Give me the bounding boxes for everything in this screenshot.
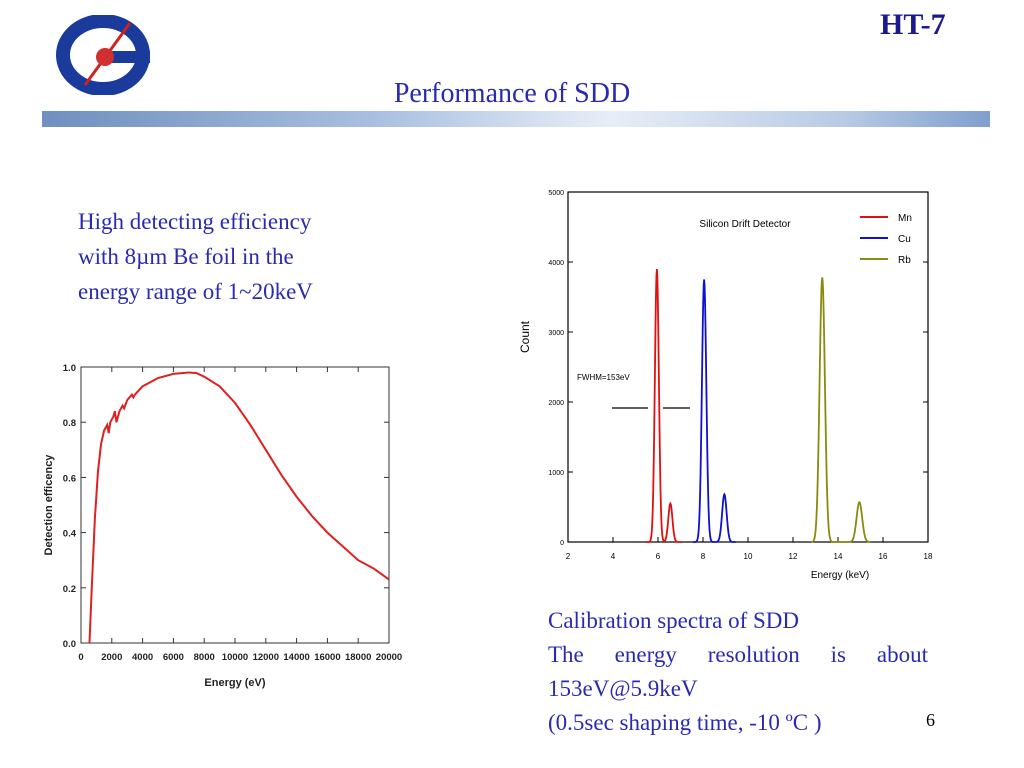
x-axis-label: Energy (eV) xyxy=(204,677,265,689)
spectrum-cu xyxy=(692,279,736,543)
plot-frame xyxy=(80,366,390,644)
legend-label-cu: Cu xyxy=(898,234,911,245)
spectrum-rb xyxy=(810,277,871,543)
y-tick-label: 5000 xyxy=(548,190,564,197)
efficiency-description: High detecting efficiency with 8µm Be fo… xyxy=(78,204,388,309)
header-divider-band xyxy=(42,111,990,127)
text-line: Calibration spectra of SDD xyxy=(548,608,800,633)
x-tick-label: 20000 xyxy=(376,652,402,663)
slide-title: Performance of SDD xyxy=(393,78,631,109)
text-line: with 8µm Be foil in the xyxy=(78,244,294,269)
x-tick-label: 14000 xyxy=(283,652,309,663)
y-tick-label: 4000 xyxy=(548,260,564,267)
y-tick-label: 1.0 xyxy=(63,363,76,374)
y-tick-label: 0.4 xyxy=(63,529,77,540)
text-line: High detecting efficiency xyxy=(78,209,312,234)
y-tick-label: 0.8 xyxy=(63,418,76,429)
fwhm-annotation: FWHM=153eV xyxy=(577,373,630,382)
x-tick-label: 6000 xyxy=(163,652,184,663)
x-tick-label: 4000 xyxy=(132,652,153,663)
y-tick-label: 1000 xyxy=(548,470,564,477)
y-tick-label: 2000 xyxy=(548,400,564,407)
x-tick-label: 16000 xyxy=(314,652,340,663)
x-tick-label: 0 xyxy=(78,652,83,663)
efficiency-curve xyxy=(88,371,390,644)
x-tick-label: 2 xyxy=(566,552,571,561)
efficiency-chart: 0 2000 4000 6000 8000 10000 12000 14000 16000 180… xyxy=(43,363,402,689)
x-tick-label: 6 xyxy=(656,552,661,561)
x-tick-label: 18 xyxy=(924,552,933,561)
y-tick-label: 0.2 xyxy=(63,584,76,595)
y-axis-label: Detection efficency xyxy=(43,454,55,556)
chart-title: Silicon Drift Detector xyxy=(699,219,791,230)
text-line: (0.5sec shaping time, -10 ºC ) xyxy=(548,710,822,735)
x-tick-label: 14 xyxy=(834,552,843,561)
y-tick-label: 0.6 xyxy=(63,473,76,484)
x-tick-label: 2000 xyxy=(101,652,122,663)
x-tick-label: 18000 xyxy=(345,652,371,663)
calibration-description: Calibration spectra of SDD The energy re… xyxy=(548,604,928,740)
x-tick-label: 4 xyxy=(611,552,616,561)
text-line: energy range of 1~20keV xyxy=(78,279,313,304)
x-tick-label: 16 xyxy=(879,552,888,561)
x-tick-label: 10000 xyxy=(222,652,248,663)
legend-label-rb: Rb xyxy=(898,255,911,266)
slide-code: HT-7 xyxy=(880,8,946,41)
legend-label-mn: Mn xyxy=(898,213,912,224)
x-tick-label: 8 xyxy=(701,552,706,561)
text-line: 153eV@5.9keV xyxy=(548,676,698,701)
text-line: The energy resolution is about xyxy=(548,642,928,667)
spectra-chart: 2 4 6 8 10 12 14 16 18 0 1000 2000 3000 4000 5000 Energ… xyxy=(518,190,933,581)
y-tick-label: 0.0 xyxy=(63,639,76,650)
x-tick-label: 8000 xyxy=(194,652,215,663)
x-tick-label: 12 xyxy=(789,552,798,561)
y-tick-label: 3000 xyxy=(548,330,564,337)
x-tick-label: 12000 xyxy=(253,652,279,663)
x-tick-label: 10 xyxy=(744,552,753,561)
spectrum-mn xyxy=(645,268,682,543)
institute-logo xyxy=(56,15,150,95)
y-axis-label: Count xyxy=(518,320,532,353)
x-axis-label: Energy (keV) xyxy=(811,570,869,581)
plot-frame xyxy=(567,191,929,543)
page-number: 6 xyxy=(926,710,935,730)
y-tick-label: 0 xyxy=(560,540,564,547)
